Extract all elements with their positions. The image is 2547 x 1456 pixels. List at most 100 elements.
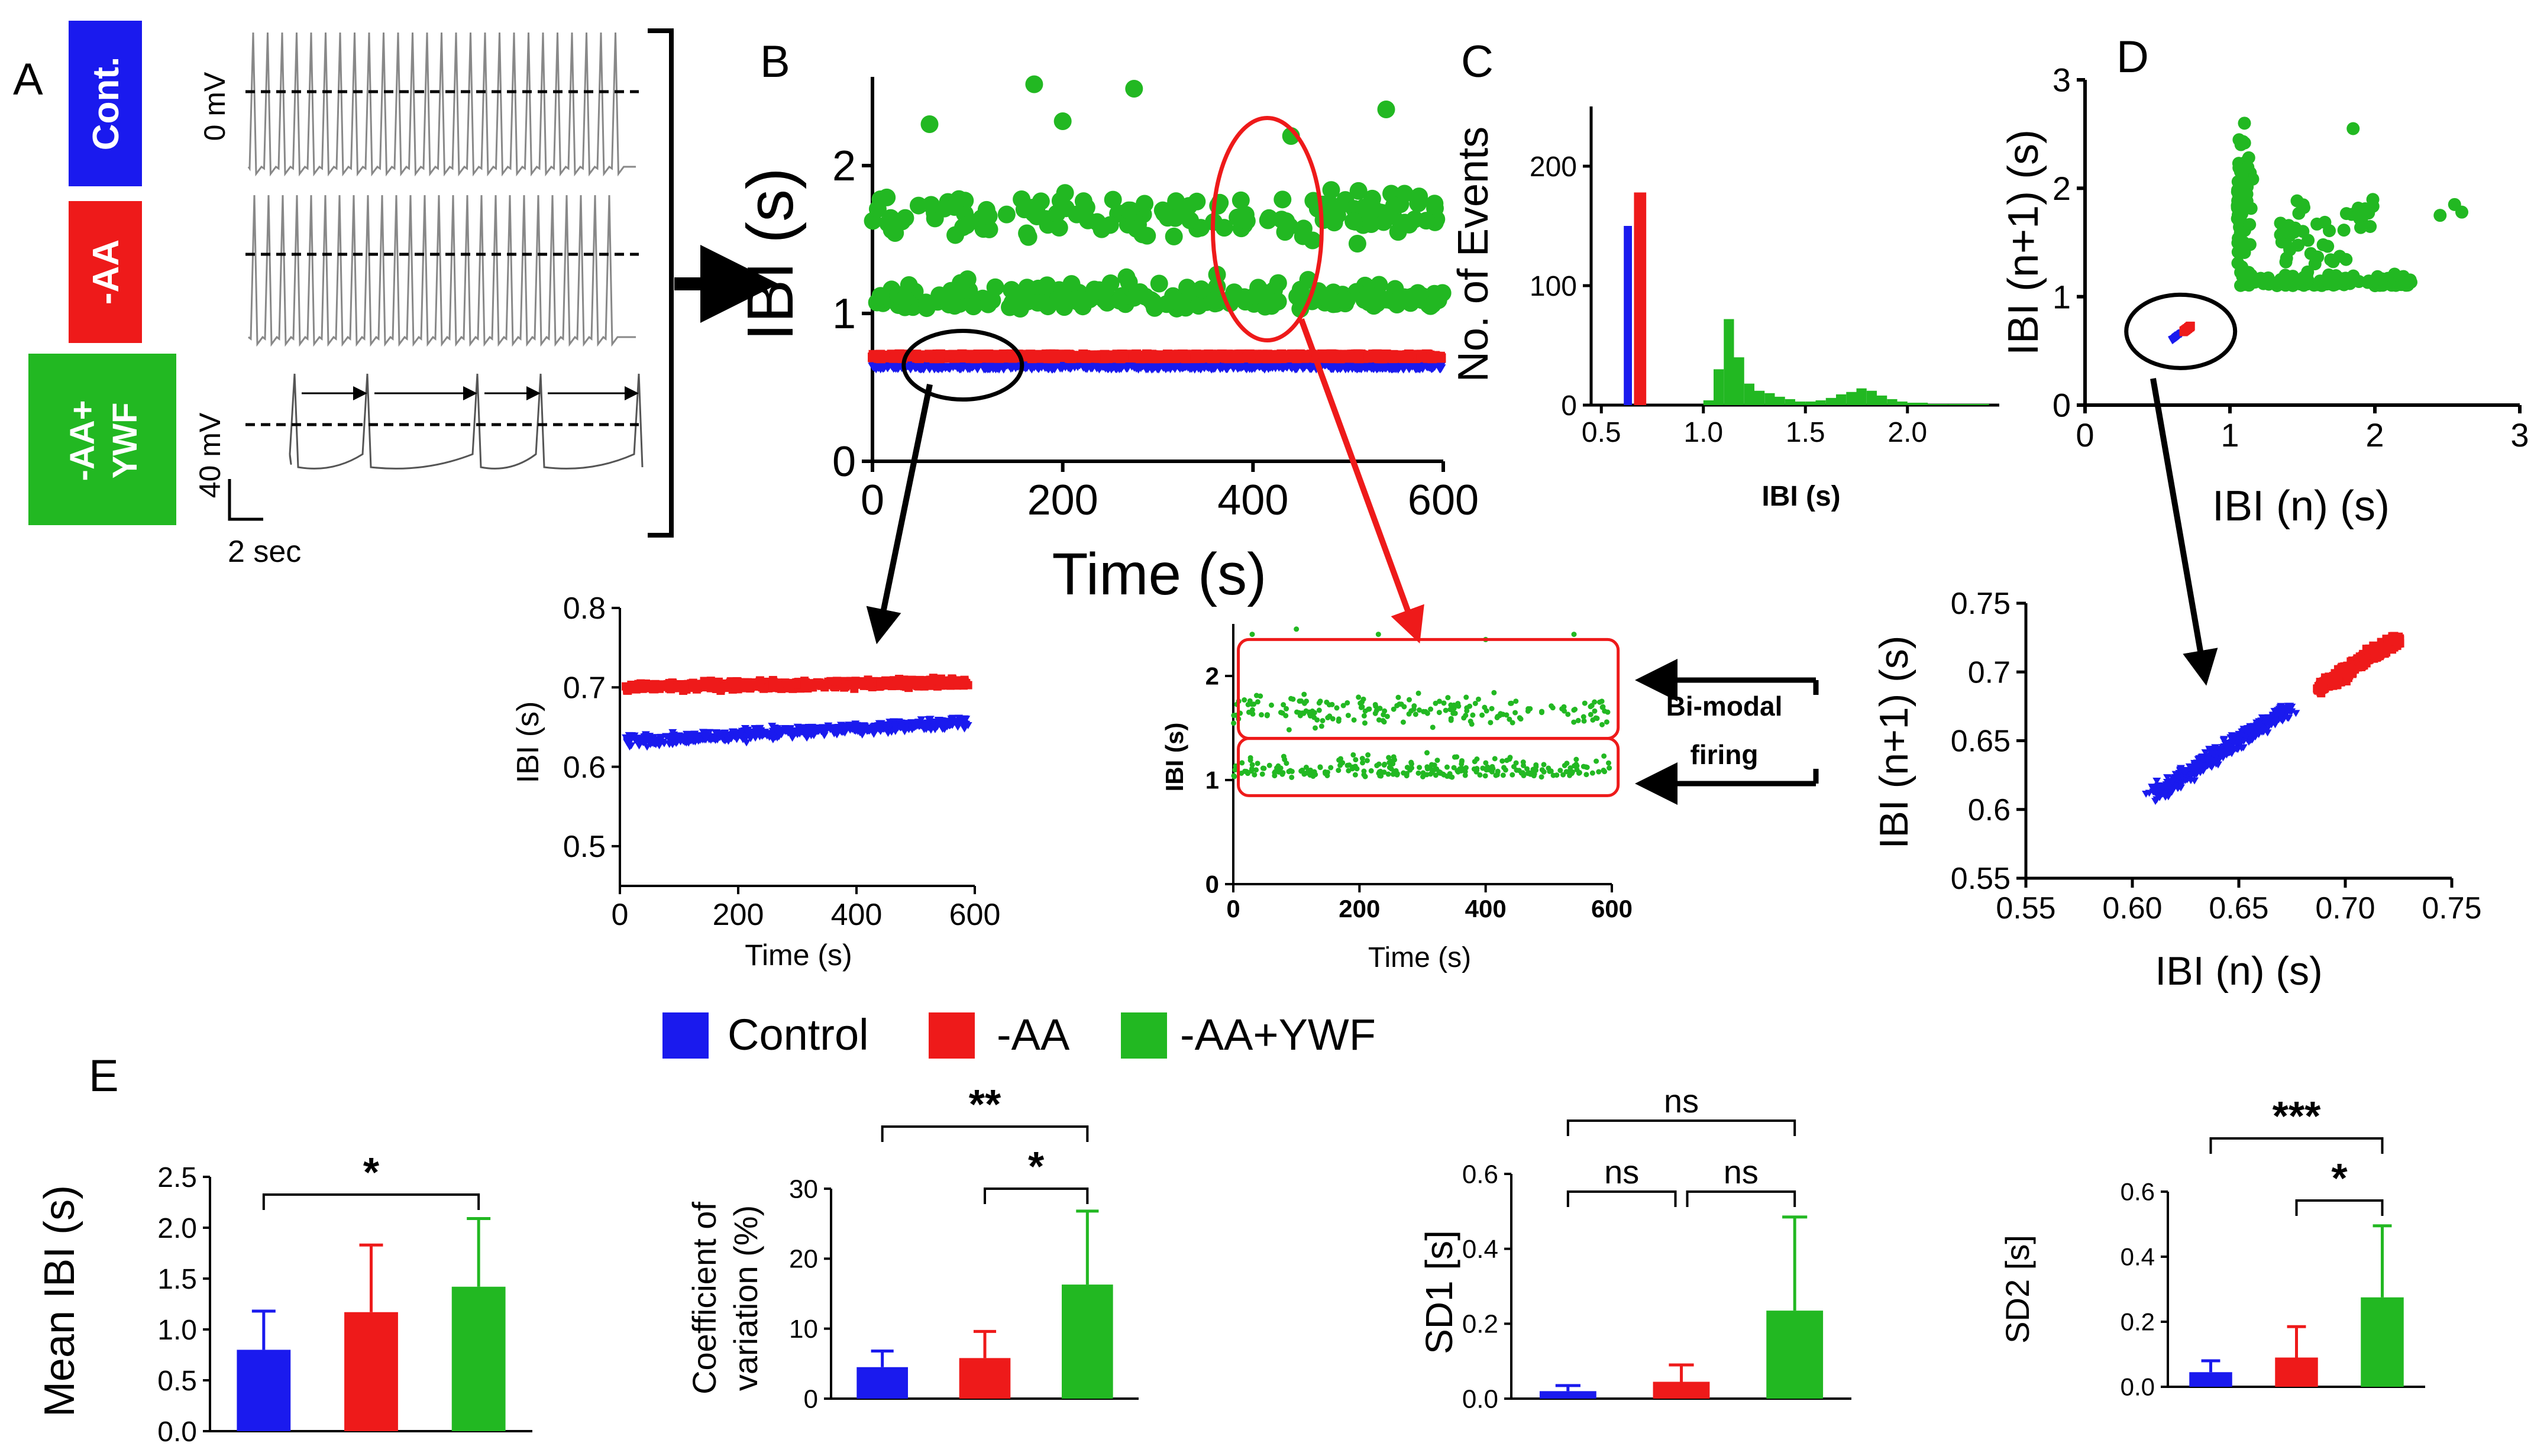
data-point (1604, 719, 1609, 725)
data-point (1491, 690, 1497, 695)
data-point (997, 205, 1016, 224)
data-point (1281, 702, 1287, 708)
data-point (1459, 759, 1465, 765)
data-point (1344, 212, 1363, 231)
data-point (1190, 297, 1208, 315)
data-point (1467, 703, 1473, 709)
data-point (1571, 719, 1577, 725)
data-point (1181, 363, 1191, 371)
x-tick-label: 0.65 (2209, 891, 2268, 926)
y-tick-label: 0.75 (1951, 587, 2011, 621)
data-point (920, 295, 938, 313)
data-point (960, 724, 969, 732)
data-point (1510, 772, 1515, 778)
data-point (1589, 770, 1595, 776)
histogram-bar (1866, 390, 1877, 405)
data-point (1378, 773, 1384, 779)
condition-label-ywf-line: YWF (106, 403, 144, 479)
data-point (1409, 765, 1415, 771)
data-point (1362, 720, 1368, 726)
scale-time-label: 2 sec (228, 535, 301, 569)
data-point (742, 733, 751, 741)
data-point (2455, 205, 2468, 219)
data-point (732, 736, 741, 743)
data-point (1112, 352, 1122, 362)
y-tick-label: 0.7 (563, 671, 606, 705)
data-point (1480, 765, 1486, 771)
data-point (1249, 701, 1255, 707)
x-tick-label: 0.75 (2422, 891, 2481, 926)
data-point (1366, 706, 1372, 712)
data-point (1390, 771, 1396, 777)
data-point (1538, 774, 1544, 780)
y-tick-label: 0.6 (563, 750, 606, 785)
data-point (1550, 705, 1556, 711)
data-point (665, 679, 674, 688)
data-point (1258, 693, 1263, 699)
data-point (1368, 768, 1374, 774)
data-point (1231, 713, 1237, 719)
data-point (1417, 212, 1436, 230)
data-point (690, 682, 699, 691)
x-tick-label: 600 (1408, 477, 1479, 524)
data-point (1594, 758, 1599, 764)
data-point (1043, 363, 1053, 371)
data-point (897, 724, 906, 732)
data-point (630, 682, 639, 691)
histogram-bar (1724, 319, 1734, 405)
data-point (803, 680, 812, 688)
y-tick-label: 2 (2053, 170, 2071, 207)
trace-aa (248, 195, 636, 347)
data-point (870, 730, 878, 738)
data-point (2366, 193, 2380, 206)
data-point (2184, 323, 2193, 332)
data-point (1301, 691, 1307, 697)
data-point (1507, 716, 1512, 722)
y-tick-label: 0.55 (1951, 862, 2011, 896)
data-point (1521, 762, 1527, 768)
data-point (1346, 768, 1352, 774)
data-point (1464, 708, 1470, 714)
data-point (891, 680, 900, 689)
histogram-bar (1877, 395, 1887, 405)
x-axis-label: IBI (n) (s) (2212, 483, 2390, 530)
histogram-bar (1887, 399, 1898, 405)
data-point (954, 363, 964, 371)
y-tick-label: 3 (2053, 62, 2071, 99)
data-point (907, 675, 916, 684)
data-point (986, 278, 1004, 296)
scale-voltage-label: 40 mV (193, 412, 227, 498)
data-point (1376, 717, 1382, 723)
data-point (2276, 226, 2289, 240)
data-point (1424, 764, 1430, 770)
data-point (1381, 762, 1387, 768)
data-point (1253, 767, 1259, 773)
data-point (657, 736, 666, 743)
data-point (731, 729, 740, 737)
histogram-bar (1907, 402, 1918, 405)
data-point (1583, 772, 1589, 778)
data-point (1426, 195, 1444, 213)
data-point (759, 730, 768, 738)
data-point (1489, 763, 1495, 769)
data-point (1314, 717, 1320, 723)
data-point (1386, 755, 1392, 761)
data-point (806, 725, 815, 733)
data-point (1007, 351, 1017, 361)
data-point (1350, 752, 1356, 758)
data-point (891, 723, 900, 730)
data-point (1229, 208, 1247, 227)
data-point (997, 352, 1007, 363)
data-point (2313, 274, 2327, 288)
data-point (775, 727, 784, 735)
data-point (1354, 350, 1364, 360)
data-point (1327, 349, 1337, 359)
data-point (935, 719, 944, 726)
x-tick-label: 0.55 (1996, 891, 2055, 926)
data-point (1336, 768, 1342, 774)
data-point (716, 685, 725, 694)
data-point (1434, 758, 1440, 763)
x-tick-label: 600 (1591, 895, 1633, 923)
